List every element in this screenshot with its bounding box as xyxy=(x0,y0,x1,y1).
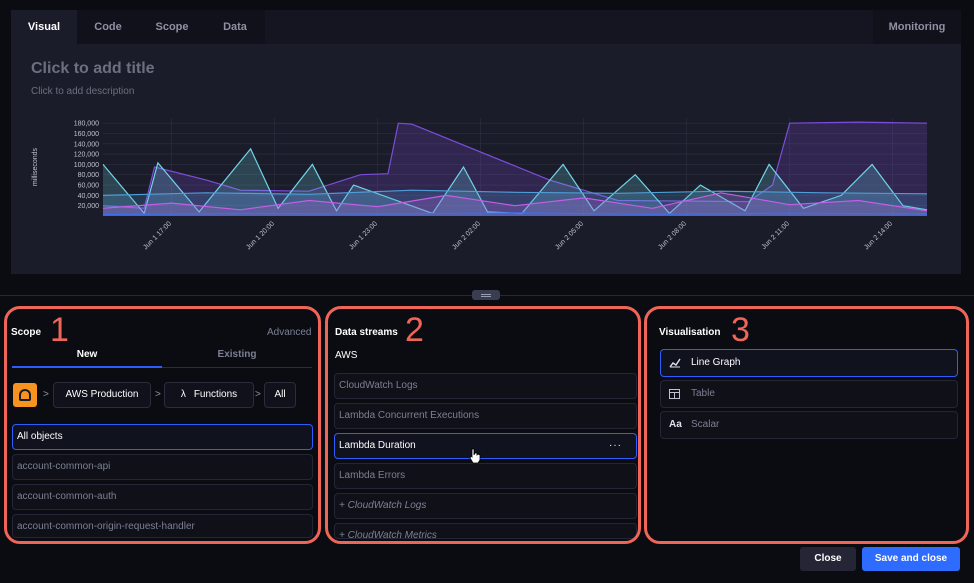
y-tick-label: 20,000 xyxy=(78,203,100,210)
series-area xyxy=(103,190,927,216)
y-tick-label: 60,000 xyxy=(78,183,100,190)
save-and-close-button[interactable]: Save and close xyxy=(862,547,960,571)
list-item[interactable]: account-common-auth xyxy=(12,484,313,510)
y-axis-label: milliseconds xyxy=(32,147,39,186)
series-line xyxy=(102,192,928,212)
account-selector[interactable]: AWS Production xyxy=(53,382,151,408)
data-streams-title: Data streams xyxy=(335,327,398,338)
y-tick-label: 120,000 xyxy=(74,152,99,159)
annotation-number-2: 2 xyxy=(405,311,424,349)
x-tick-label: Jun 1 23:00 xyxy=(348,220,379,251)
table-icon xyxy=(669,381,680,407)
tab-monitoring[interactable]: Monitoring xyxy=(873,10,961,44)
vis-option-label: Table xyxy=(691,388,715,399)
vis-option-line-graph[interactable]: Line Graph xyxy=(660,349,958,377)
add-stream-item[interactable]: + CloudWatch Logs xyxy=(334,493,637,519)
tab-visual[interactable]: Visual xyxy=(11,10,77,44)
x-tick-label: Jun 2 05:00 xyxy=(554,220,585,251)
x-tick-label: Jun 1 17:00 xyxy=(142,220,173,251)
series-line xyxy=(102,121,928,209)
chart-preview-panel: 20,000 40,000 60,000 80,000 100,000 120,000 14… xyxy=(11,44,961,274)
x-tick-label: Jun 2 02:00 xyxy=(451,220,482,251)
y-tick-label: 160,000 xyxy=(74,131,99,138)
add-stream-item[interactable]: + CloudWatch Metrics xyxy=(334,523,637,539)
editor-tab-bar: Visual Code Scope Data Monitoring xyxy=(11,10,961,44)
close-button[interactable]: Close xyxy=(800,547,856,571)
aws-logo-icon xyxy=(13,383,37,407)
text-icon: Aa xyxy=(669,419,682,430)
line-chart: 20,000 40,000 60,000 80,000 100,000 120,000 14… xyxy=(32,118,928,251)
service-selector[interactable]: λ Functions xyxy=(164,382,254,408)
series-area xyxy=(103,122,927,216)
data-streams-group: AWS xyxy=(335,350,358,361)
x-tick-label: Jun 2 14:00 xyxy=(863,220,894,251)
list-item[interactable]: Lambda Errors xyxy=(334,463,637,489)
vis-option-scalar[interactable]: Aa Scalar xyxy=(660,411,958,439)
x-tick-label: Jun 2 08:00 xyxy=(657,220,688,251)
line-chart-icon xyxy=(669,350,681,376)
chevron-right-icon: > xyxy=(155,389,161,400)
scope-title: Scope xyxy=(11,327,42,338)
chart-title-placeholder[interactable]: Click to add title xyxy=(31,60,155,77)
tab-code[interactable]: Code xyxy=(77,10,139,44)
chevron-right-icon: > xyxy=(255,389,261,400)
series-line xyxy=(102,212,928,216)
vis-option-label: Line Graph xyxy=(691,357,741,368)
vis-option-table[interactable]: Table xyxy=(660,380,958,408)
x-tick-label: Jun 1 20:00 xyxy=(245,220,276,251)
filter-selector[interactable]: All xyxy=(264,382,296,408)
annotation-number-1: 1 xyxy=(50,311,69,349)
y-tick-label: 40,000 xyxy=(78,193,100,200)
y-tick-label: 180,000 xyxy=(74,121,99,128)
tab-existing[interactable]: Existing xyxy=(162,344,312,368)
list-item[interactable]: account-common-api xyxy=(12,454,313,480)
more-icon[interactable]: ··· xyxy=(609,440,622,451)
y-tick-label: 140,000 xyxy=(74,141,99,148)
series-line xyxy=(102,189,928,196)
list-item[interactable]: CloudWatch Logs xyxy=(334,373,637,399)
tab-scope[interactable]: Scope xyxy=(139,10,205,44)
chart-description-placeholder[interactable]: Click to add description xyxy=(31,86,135,97)
chevron-right-icon: > xyxy=(43,389,49,400)
y-tick-label: 80,000 xyxy=(78,172,100,179)
list-item-selected[interactable]: Lambda Duration ··· xyxy=(334,433,637,459)
list-item[interactable]: All objects xyxy=(12,424,313,450)
y-tick-label: 100,000 xyxy=(74,162,99,169)
annotation-number-3: 3 xyxy=(731,311,750,349)
vis-option-label: Scalar xyxy=(691,419,720,430)
hand-cursor-icon xyxy=(469,448,481,464)
list-item[interactable]: account-common-origin-request-handler xyxy=(12,514,313,538)
series-area xyxy=(103,192,927,216)
list-item[interactable]: Lambda Concurrent Executions xyxy=(334,403,637,429)
tab-data[interactable]: Data xyxy=(205,10,265,44)
tab-new[interactable]: New xyxy=(12,344,162,368)
advanced-link[interactable]: Advanced xyxy=(267,327,312,338)
resize-handle[interactable] xyxy=(472,290,500,300)
list-item-label: Lambda Duration xyxy=(339,440,416,451)
x-tick-label: Jun 2 11:00 xyxy=(761,220,792,251)
series-area xyxy=(103,148,927,216)
lambda-icon: λ xyxy=(180,389,186,400)
visualisation-title: Visualisation xyxy=(659,327,721,338)
service-label: Functions xyxy=(193,389,238,400)
